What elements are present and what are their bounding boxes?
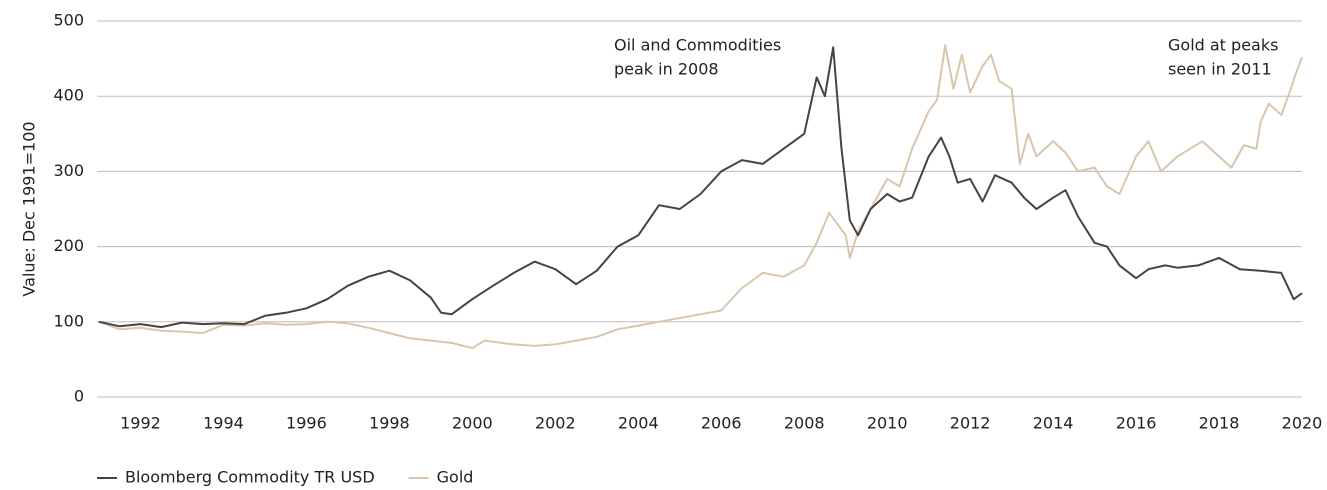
x-tick-label: 2004 <box>618 414 659 433</box>
x-tick-label: 1994 <box>203 414 244 433</box>
y-tick-label: 200 <box>53 236 84 255</box>
x-tick-label: 2002 <box>535 414 576 433</box>
x-tick-label: 2012 <box>950 414 991 433</box>
x-tick-label: 2018 <box>1199 414 1240 433</box>
legend-label: Gold <box>437 468 474 487</box>
annotation: Oil and Commodities <box>614 36 781 55</box>
annotation: peak in 2008 <box>614 60 719 79</box>
y-axis-label: Value: Dec 1991=100 <box>20 121 39 296</box>
y-tick-label: 500 <box>53 11 84 30</box>
y-tick-label: 300 <box>53 161 84 180</box>
x-tick-label: 2008 <box>784 414 825 433</box>
x-tick-label: 2006 <box>701 414 742 433</box>
annotation: seen in 2011 <box>1168 60 1272 79</box>
x-tick-label: 2016 <box>1116 414 1157 433</box>
y-tick-label: 400 <box>53 86 84 105</box>
x-tick-label: 2014 <box>1033 414 1074 433</box>
series-line <box>98 44 1303 350</box>
y-tick-label: 100 <box>53 311 84 330</box>
x-tick-label: 1998 <box>369 414 410 433</box>
legend-label: Bloomberg Commodity TR USD <box>125 468 375 487</box>
x-tick-label: 2020 <box>1282 414 1323 433</box>
y-tick-label: 0 <box>74 387 84 406</box>
x-tick-label: 1996 <box>286 414 327 433</box>
x-tick-label: 2000 <box>452 414 493 433</box>
x-tick-label: 1992 <box>120 414 161 433</box>
x-tick-label: 2010 <box>867 414 908 433</box>
annotation: Gold at peaks <box>1168 36 1278 55</box>
series-line <box>98 46 1303 329</box>
